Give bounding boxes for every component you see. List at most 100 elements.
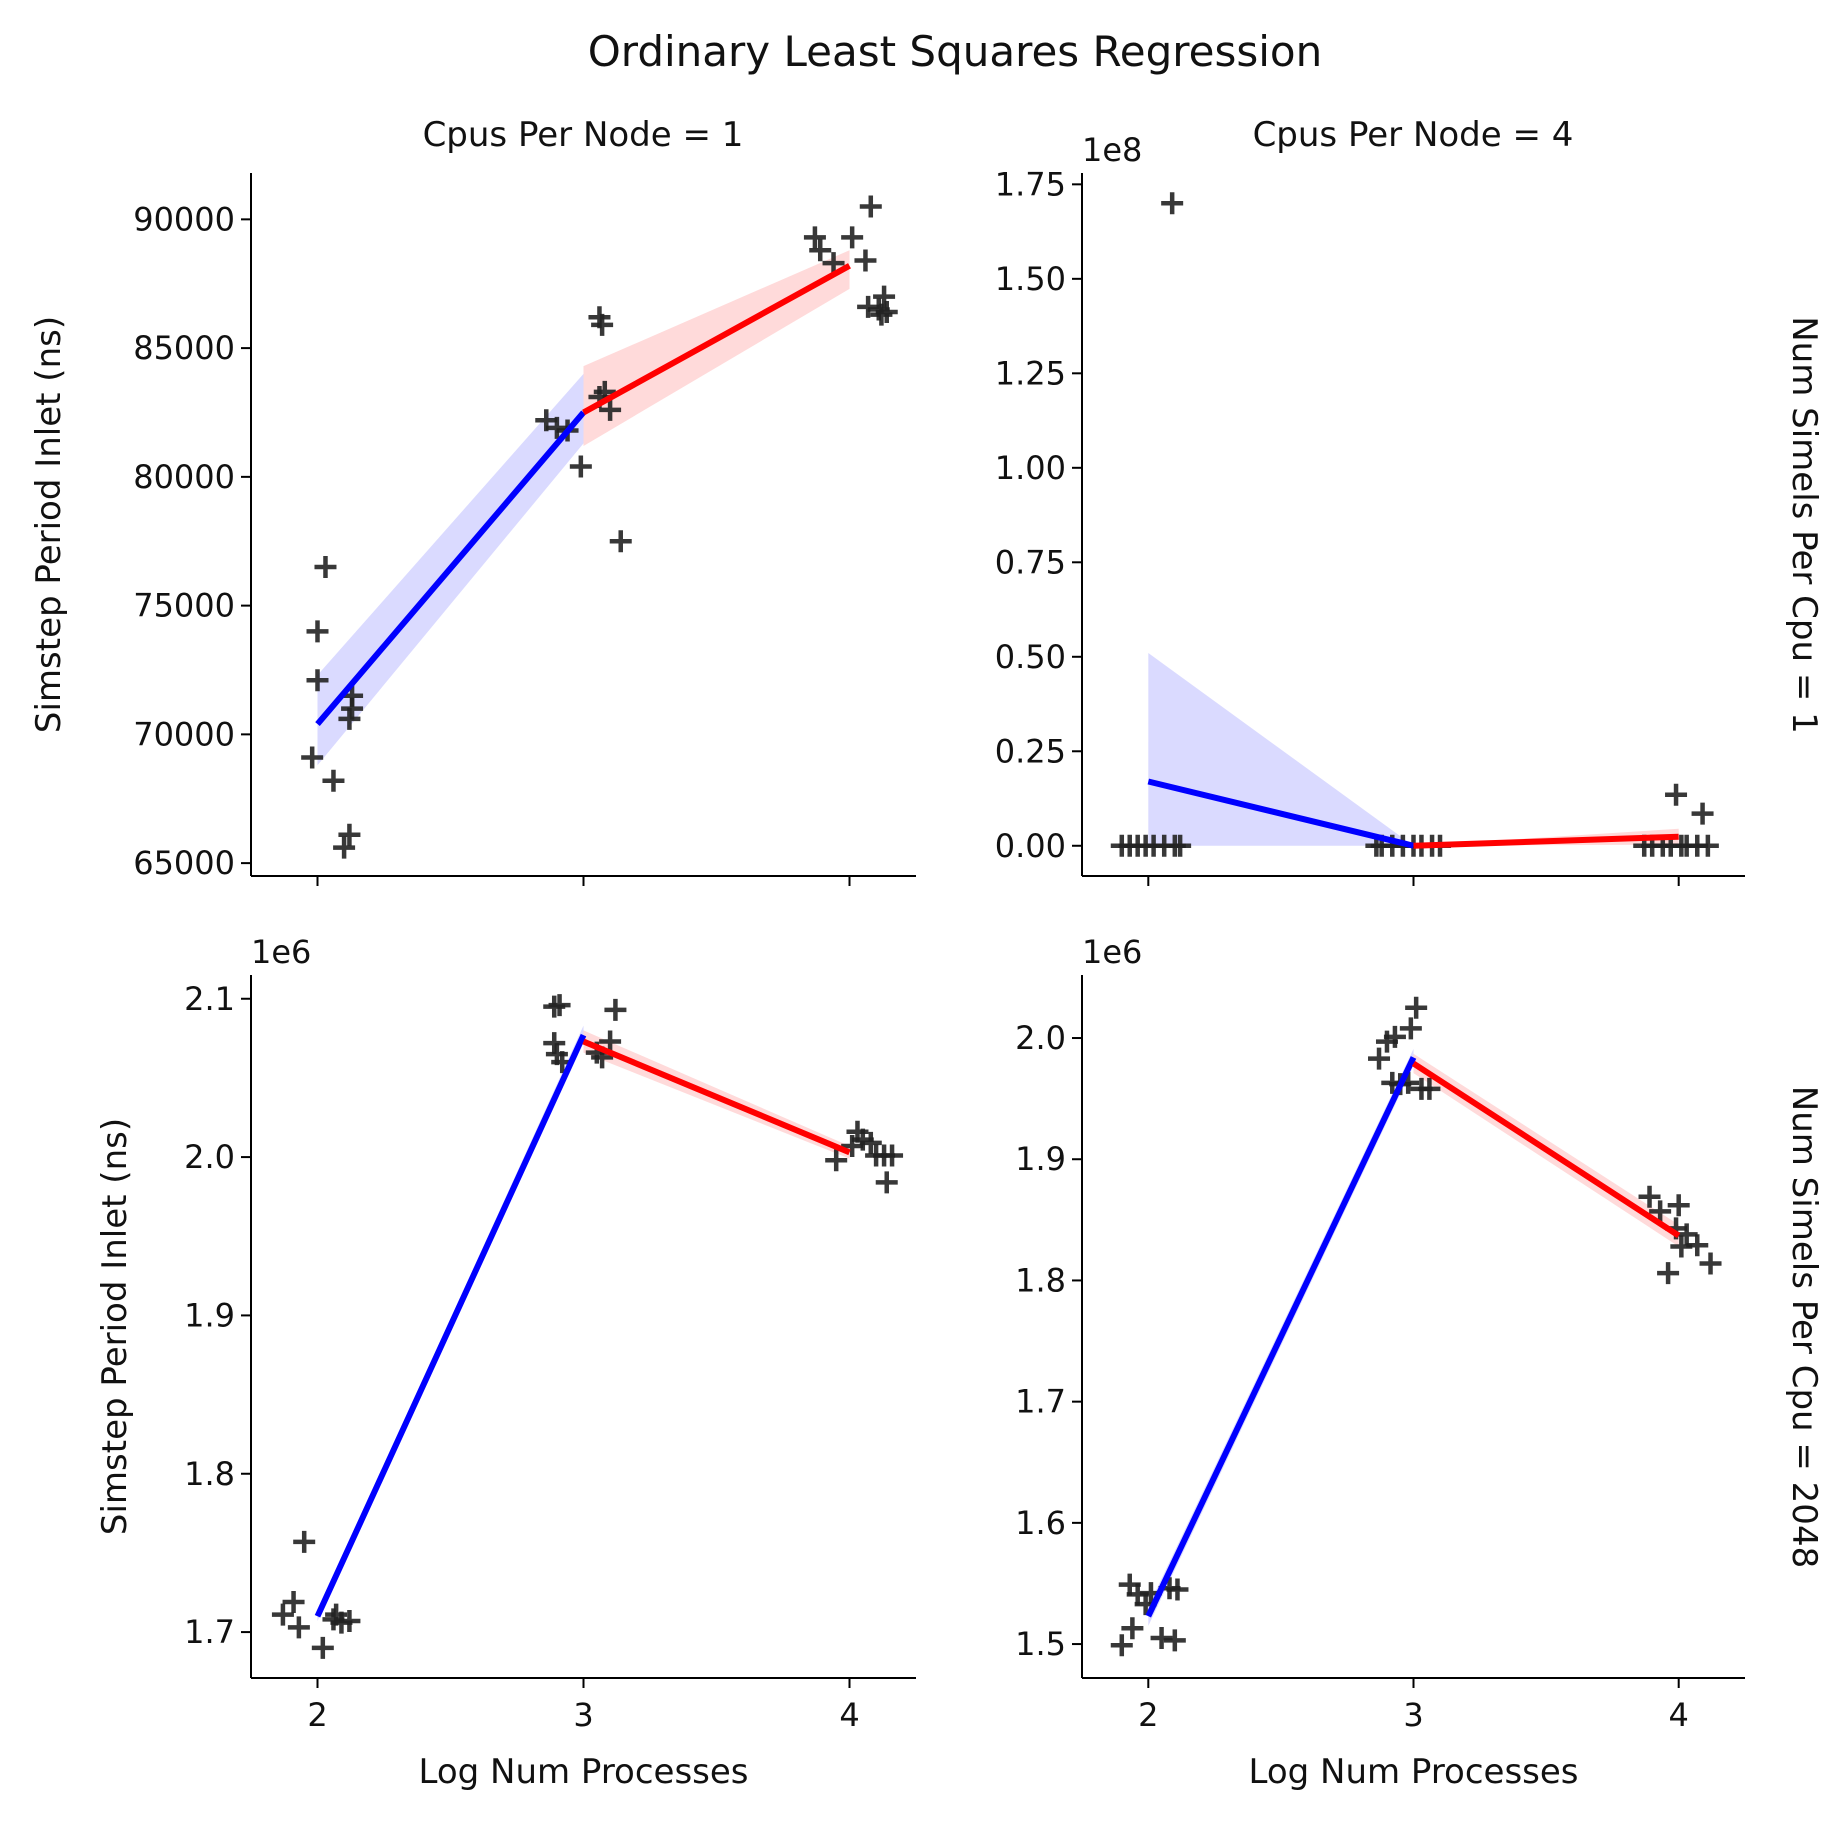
- regression-line-high: [1411, 1060, 1681, 1239]
- data-point: [338, 823, 361, 846]
- y-tick-label: 70000: [133, 715, 235, 753]
- facet-column-title: Cpus Per Node = 4: [1253, 115, 1574, 155]
- y-tick-label: 1.7: [184, 1613, 235, 1651]
- y-tick-label: 1.6: [1015, 1504, 1066, 1542]
- data-point: [1691, 802, 1714, 825]
- data-point: [314, 555, 337, 578]
- regression-line-high: [1413, 833, 1679, 849]
- data-point: [1383, 1025, 1406, 1048]
- data-point: [825, 1149, 848, 1172]
- data-point: [306, 669, 329, 692]
- data-point: [1657, 1262, 1680, 1285]
- y-tick-label: 2.0: [184, 1138, 235, 1176]
- data-point: [338, 707, 361, 730]
- x-tick-label: 4: [839, 1696, 859, 1734]
- y-tick-label: 1.8: [184, 1455, 235, 1493]
- x-axis-label: Log Num Processes: [1248, 1752, 1578, 1792]
- data-point: [822, 252, 845, 275]
- y-tick-label: 1.50: [995, 260, 1066, 298]
- y-tick-label: 0.00: [995, 827, 1066, 865]
- data-point: [1169, 834, 1192, 857]
- y-tick-label: 0.50: [995, 638, 1066, 676]
- y-axis-label: Simstep Period Inlet (ns): [95, 1118, 135, 1535]
- y-tick-label: 1.7: [1015, 1383, 1066, 1421]
- y-tick-label: 1.00: [995, 449, 1066, 487]
- data-point: [271, 1603, 294, 1626]
- data-point: [311, 1636, 334, 1659]
- data-point: [859, 195, 882, 218]
- y-tick-label: 0.25: [995, 732, 1066, 770]
- facet-column-title: Cpus Per Node = 1: [423, 115, 744, 155]
- data-point: [1686, 1234, 1709, 1257]
- data-point: [569, 455, 592, 478]
- data-point: [591, 313, 614, 336]
- data-point: [881, 1144, 904, 1167]
- data-point: [604, 998, 627, 1021]
- data-point: [1649, 1200, 1672, 1223]
- regression-line-high: [582, 263, 851, 416]
- data-point: [282, 1591, 305, 1613]
- data-point: [1667, 1194, 1690, 1217]
- data-point: [599, 1030, 622, 1053]
- regression-line-low: [1147, 778, 1415, 849]
- data-point: [322, 769, 345, 792]
- data-point: [1163, 1629, 1186, 1652]
- regression-line-low: [315, 410, 586, 727]
- data-point: [1665, 783, 1688, 806]
- data-point: [1121, 1617, 1144, 1640]
- y-tick-label: 1.9: [184, 1296, 235, 1334]
- data-point: [1405, 996, 1428, 1019]
- data-point: [301, 746, 324, 769]
- data-point: [1368, 1047, 1391, 1070]
- data-point: [599, 398, 622, 421]
- data-point: [857, 295, 880, 318]
- y-tick-label: 1.8: [1015, 1261, 1066, 1299]
- regression-line-low: [314, 1033, 587, 1618]
- regression-line-low: [1145, 1056, 1417, 1618]
- y-tick-label: 85000: [133, 329, 235, 367]
- x-tick-label: 4: [1669, 1696, 1689, 1734]
- x-tick-label: 3: [1403, 1696, 1423, 1734]
- facet-row-title: Num Simels Per Cpu = 2048: [1784, 1086, 1824, 1568]
- x-tick-label: 2: [1138, 1696, 1158, 1734]
- y-tick-label: 65000: [133, 844, 235, 882]
- data-point: [1399, 1017, 1422, 1040]
- y-tick-label: 1.5: [1015, 1625, 1066, 1663]
- axis-offset-label: 1e6: [251, 933, 311, 971]
- y-tick-label: 1.25: [995, 354, 1066, 392]
- panel-2: 0.00 0.25 0.50 0.75 1.00 1.25 1.50 1.75 1e8 Cpus …: [995, 115, 1824, 886]
- data-point: [609, 530, 632, 553]
- confidence-band-2: [583, 250, 850, 446]
- y-axis-label: Simstep Period Inlet (ns): [29, 316, 69, 733]
- x-tick-label: 3: [573, 1696, 593, 1734]
- data-point: [854, 249, 877, 272]
- y-tick-label: 1.75: [995, 165, 1066, 203]
- figure-title: Ordinary Least Squares Regression: [588, 27, 1323, 76]
- data-point: [545, 416, 568, 439]
- facet-grid: 65000 70000 75000 80000 85000 90000 Cpus Per N…: [29, 115, 1824, 1792]
- data-point: [873, 285, 896, 308]
- data-point: [875, 1171, 898, 1194]
- data-point: [1418, 1077, 1441, 1100]
- y-tick-label: 0.75: [995, 543, 1066, 581]
- y-tick-label: 2.0: [1015, 1019, 1066, 1057]
- y-tick-label: 80000: [133, 458, 235, 496]
- confidence-band-1: [1148, 653, 1414, 846]
- data-point: [1166, 1578, 1189, 1601]
- data-point: [1638, 1185, 1661, 1208]
- data-point: [1110, 1634, 1133, 1657]
- y-tick-label: 75000: [133, 587, 235, 625]
- data-point: [1696, 834, 1719, 857]
- data-point: [338, 1610, 361, 1632]
- data-point: [809, 239, 832, 262]
- data-point: [543, 1032, 566, 1055]
- panel-4: 1.5 1.6 1.7 1.8 1.9 2.0 2 3 4 1e6 Num Simels Per C…: [1015, 933, 1824, 1792]
- y-tick-label: 2.1: [184, 980, 235, 1018]
- data-point: [287, 1616, 310, 1639]
- data-point: [333, 836, 356, 859]
- x-tick-label: 2: [307, 1696, 327, 1734]
- panel-1: 65000 70000 75000 80000 85000 90000 Cpus Per N…: [29, 115, 916, 886]
- data-point: [1150, 1627, 1173, 1649]
- data-point: [875, 301, 898, 324]
